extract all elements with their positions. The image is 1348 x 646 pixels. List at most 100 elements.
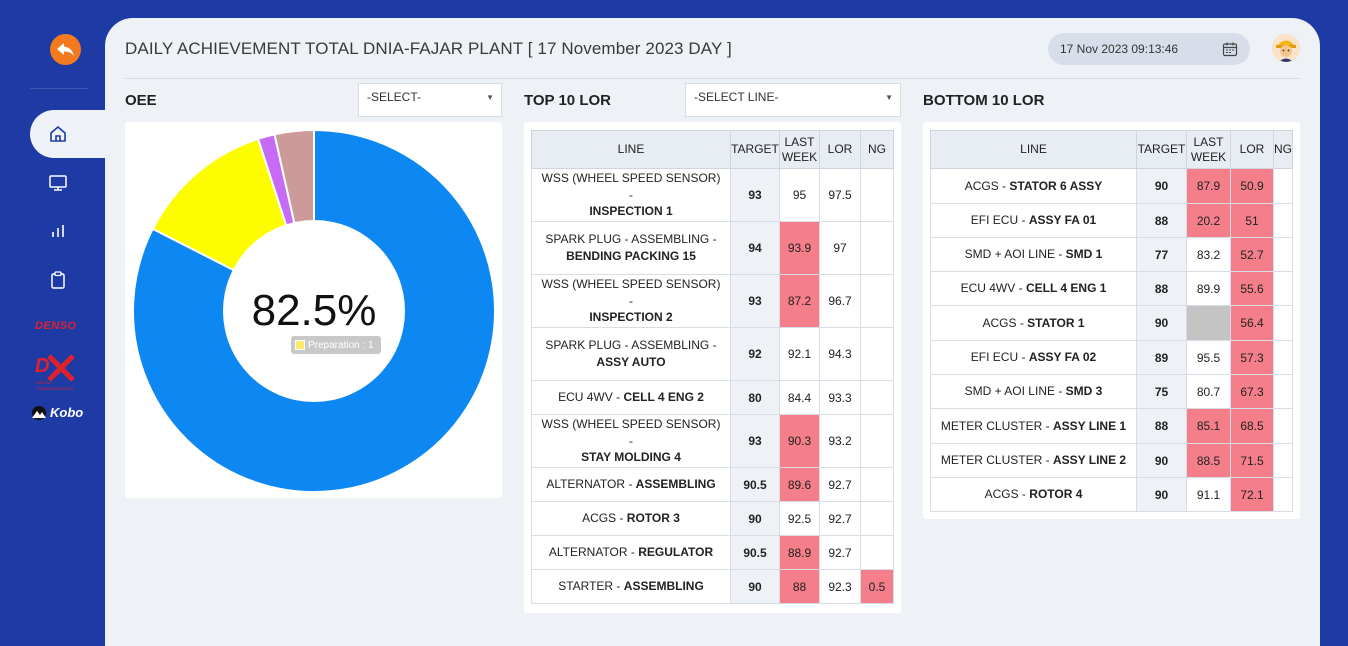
table-row: SMD + AOI LINE - SMD 3 75 80.7 67.3 — [930, 374, 1293, 409]
sidebar-item-home[interactable] — [47, 123, 69, 145]
table-row: STARTER - ASSEMBLING 90 88 92.3 0.5 — [531, 569, 894, 604]
sidebar-item-monitor[interactable] — [47, 172, 69, 194]
table-row: METER CLUSTER - ASSY LINE 1 88 85.1 68.5 — [930, 408, 1293, 444]
sidebar-item-reports[interactable] — [47, 220, 69, 242]
target-cell: 88 — [1136, 203, 1187, 238]
home-icon — [50, 126, 66, 142]
ng-cell — [1273, 477, 1293, 512]
line-name: SMD 3 — [1065, 384, 1103, 399]
bottom-lor-title: BOTTOM 10 LOR — [923, 92, 1045, 109]
bottom-lor-card: LINE TARGET LAST WEEK LOR NG ACGS - STAT… — [923, 122, 1300, 519]
lor-cell: 71.5 — [1230, 443, 1274, 478]
table-row: ACGS - STATOR 6 ASSY 90 87.9 50.9 — [930, 168, 1293, 204]
col-target: TARGET — [1136, 130, 1187, 169]
line-name: ASSEMBLING — [635, 477, 716, 492]
denso-logo: DENSO — [35, 320, 77, 332]
oee-value: 82.5% — [251, 286, 377, 335]
main-panel: DAILY ACHIEVEMENT TOTAL DNIA-FAJAR PLANT… — [105, 18, 1320, 646]
line-name: STATOR 6 ASSY — [1009, 178, 1103, 193]
table-row: ACGS - ROTOR 3 90 92.5 92.7 — [531, 501, 894, 536]
last-week-cell: 92.1 — [779, 327, 820, 381]
lor-cell: 92.7 — [819, 501, 861, 536]
ng-cell — [1273, 305, 1293, 341]
last-week-cell: 89.9 — [1186, 271, 1231, 306]
last-week-cell: 93.9 — [779, 221, 820, 275]
svg-text:DIGITAL: DIGITAL — [36, 380, 52, 385]
line-name: BENDING PACKING 15 — [566, 249, 696, 263]
target-cell: 89 — [1136, 340, 1187, 375]
line-prefix: WSS (WHEEL SPEED SENSOR) - — [541, 276, 721, 308]
target-cell: 88 — [1136, 271, 1187, 306]
last-week-cell: 84.4 — [779, 380, 820, 415]
line-prefix: ACGS - — [964, 178, 1007, 193]
line-prefix: SPARK PLUG - ASSEMBLING - — [545, 232, 717, 247]
lor-cell: 97 — [819, 221, 861, 275]
ng-cell — [1273, 168, 1293, 204]
datetime-picker[interactable]: 17 Nov 2023 09:13:46 — [1048, 33, 1250, 65]
table-row: ACGS - ROTOR 4 90 91.1 72.1 — [930, 477, 1293, 512]
line-cell: SPARK PLUG - ASSEMBLING - ASSY AUTO — [531, 327, 731, 381]
line-cell: ACGS - ROTOR 4 — [930, 477, 1137, 512]
last-week-cell: 95 — [779, 168, 820, 222]
oee-card: 82.5% Preparation : 1 — [125, 122, 502, 498]
table-row: EFI ECU - ASSY FA 01 88 20.2 51 — [930, 203, 1293, 238]
target-cell: 90 — [730, 569, 780, 604]
line-cell: SMD + AOI LINE - SMD 3 — [930, 374, 1137, 409]
svg-text:D: D — [35, 355, 49, 377]
line-cell: METER CLUSTER - ASSY LINE 2 — [930, 443, 1137, 478]
line-select-value: -SELECT LINE- — [694, 90, 779, 104]
header-divider — [125, 78, 1300, 79]
table-row: ACGS - STATOR 1 90 56.4 — [930, 305, 1293, 341]
line-prefix: ECU 4WV - — [960, 281, 1023, 296]
lor-cell: 55.6 — [1230, 271, 1274, 306]
line-cell: METER CLUSTER - ASSY LINE 1 — [930, 408, 1137, 444]
lor-cell: 94.3 — [819, 327, 861, 381]
clipboard-icon — [51, 271, 65, 289]
line-prefix: SPARK PLUG - ASSEMBLING - — [545, 338, 717, 353]
lor-cell: 56.4 — [1230, 305, 1274, 341]
ng-cell — [860, 221, 894, 275]
line-prefix: ALTERNATOR - — [546, 477, 633, 492]
target-cell: 90.5 — [730, 535, 780, 570]
ng-cell — [860, 414, 894, 468]
table-row: EFI ECU - ASSY FA 02 89 95.5 57.3 — [930, 340, 1293, 375]
line-name: ASSY LINE 2 — [1052, 453, 1127, 468]
mountain-icon — [32, 405, 46, 420]
back-button[interactable] — [50, 34, 81, 65]
ng-cell — [860, 327, 894, 381]
last-week-cell: 90.3 — [779, 414, 820, 468]
line-name: ASSY FA 02 — [1028, 350, 1097, 365]
ng-cell — [1273, 408, 1293, 444]
table-row: WSS (WHEEL SPEED SENSOR) - INSPECTION 2 93… — [531, 274, 894, 328]
line-name: INSPECTION 2 — [589, 310, 673, 325]
ng-cell — [1273, 271, 1293, 306]
col-target: TARGET — [730, 130, 780, 169]
line-prefix: WSS (WHEEL SPEED SENSOR) - — [541, 416, 721, 448]
last-week-cell: 88.9 — [779, 535, 820, 570]
target-cell: 90.5 — [730, 467, 780, 502]
line-prefix: STARTER - — [558, 579, 621, 594]
user-avatar[interactable] — [1272, 34, 1300, 62]
oee-title: OEE — [125, 92, 157, 109]
target-cell: 90 — [730, 501, 780, 536]
line-name: ROTOR 4 — [1029, 487, 1083, 502]
line-select[interactable]: -SELECT LINE- ▼ — [685, 83, 901, 117]
ng-cell — [860, 467, 894, 502]
top-lor-table: LINE TARGET LAST WEEK LOR NG WSS (WHEEL … — [531, 130, 894, 604]
table-row: WSS (WHEEL SPEED SENSOR) - STAY MOLDING 4… — [531, 414, 894, 468]
table-row: ECU 4WV - CELL 4 ENG 1 88 89.9 55.6 — [930, 271, 1293, 306]
line-name: CELL 4 ENG 2 — [623, 390, 704, 405]
ng-cell — [860, 168, 894, 222]
line-cell: EFI ECU - ASSY FA 02 — [930, 340, 1137, 375]
line-cell: STARTER - ASSEMBLING — [531, 569, 731, 604]
target-cell: 92 — [730, 327, 780, 381]
sidebar-item-clipboard[interactable] — [47, 269, 69, 291]
oee-select[interactable]: -SELECT- ▼ — [358, 83, 502, 117]
line-cell: ACGS - ROTOR 3 — [531, 501, 731, 536]
line-prefix: SMD + AOI LINE - — [964, 384, 1063, 399]
line-cell: ALTERNATOR - REGULATOR — [531, 535, 731, 570]
calendar-icon — [1222, 42, 1238, 57]
table-row: SMD + AOI LINE - SMD 1 77 83.2 52.7 — [930, 237, 1293, 272]
col-line: LINE — [531, 130, 731, 169]
target-cell: 90 — [1136, 477, 1187, 512]
